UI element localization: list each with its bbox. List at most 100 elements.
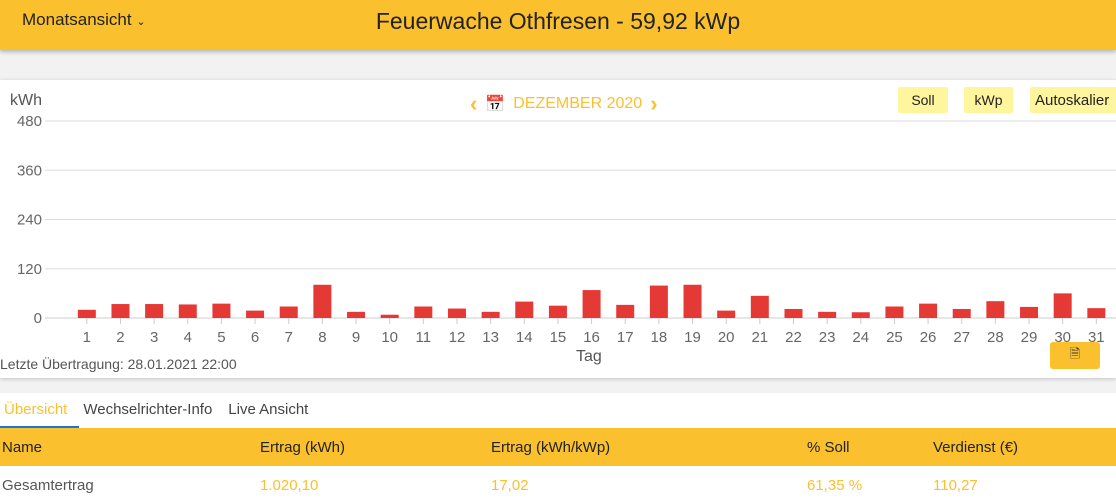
bar-day-15 (548, 305, 567, 318)
bar-day-17 (616, 304, 635, 318)
x-tick-label: 2 (116, 329, 124, 346)
chart-card: kWh ‹ 📅 DEZEMBER 2020 › Soll kWp Autoska… (0, 80, 1116, 378)
app-header: Monatsansicht ⌄ Feuerwache Othfresen - 5… (0, 0, 1116, 50)
period-label: DEZEMBER 2020 (513, 95, 643, 112)
x-tick-label: 1 (83, 329, 91, 346)
cell-ertrag: 1.020,10 (260, 477, 319, 494)
col-ertrag-kwp: Ertrag (kWh/kWp) (491, 439, 611, 456)
x-tick-label: 16 (583, 329, 600, 346)
x-tick-label: 17 (617, 329, 634, 346)
x-tick-label: 15 (550, 329, 567, 346)
y-axis-label: kWh (10, 92, 42, 109)
bar-day-30 (1053, 293, 1072, 318)
next-month-button[interactable]: › (650, 91, 658, 116)
col-verdienst: Verdienst (€) (933, 439, 1019, 456)
bar-day-20 (717, 310, 736, 318)
col-name: Name (2, 439, 43, 456)
bar-day-19 (683, 284, 702, 318)
x-tick-label: 21 (751, 329, 768, 346)
x-tick-label: 27 (953, 329, 970, 346)
bar-day-31 (1087, 308, 1106, 318)
period-nav: ‹ 📅 DEZEMBER 2020 › (470, 91, 658, 116)
page-title: Feuerwache Othfresen - 59,92 kWp (375, 8, 741, 34)
bar-day-2 (111, 304, 130, 318)
tab-bar: Übersicht Wechselrichter-Info Live Ansic… (0, 393, 1116, 428)
bar-day-9 (347, 311, 366, 318)
cell-verdienst: 110,27 (933, 477, 978, 494)
bar-day-24 (851, 312, 870, 318)
x-tick-label: 20 (718, 329, 735, 346)
bar-day-4 (178, 304, 197, 318)
x-tick-label: 4 (184, 329, 192, 346)
y-tick-label: 120 (17, 261, 42, 278)
bar-day-29 (1020, 306, 1039, 318)
pdf-file-icon: 🗎 (1069, 345, 1081, 361)
bar-day-11 (414, 306, 433, 318)
bar-day-13 (481, 311, 500, 318)
x-tick-label: 24 (852, 329, 869, 346)
y-tick-label: 240 (17, 212, 42, 229)
x-tick-label: 8 (318, 329, 326, 346)
autoscale-button[interactable]: Autoskalier (1030, 87, 1116, 113)
y-tick-label: 480 (17, 113, 42, 130)
bar-day-14 (515, 301, 534, 318)
bar-day-5 (212, 303, 231, 318)
x-tick-label: 9 (352, 329, 360, 346)
x-tick-label: 19 (684, 329, 701, 346)
x-tick-label: 28 (987, 329, 1004, 346)
x-tick-label: 29 (1021, 329, 1038, 346)
cell-soll: 61,35 % (807, 477, 863, 494)
tab-wechselrichter-info[interactable]: Wechselrichter-Info (83, 401, 213, 418)
x-tick-label: 30 (1054, 329, 1071, 346)
x-tick-label: 7 (285, 329, 293, 346)
x-tick-label: 14 (516, 329, 533, 346)
bar-day-12 (447, 308, 466, 318)
bar-day-18 (649, 285, 668, 318)
x-tick-label: 22 (785, 329, 802, 346)
col-ertrag: Ertrag (kWh) (260, 439, 346, 456)
soll-button[interactable]: Soll (898, 87, 948, 113)
bar-day-25 (885, 306, 904, 318)
bar-day-22 (784, 308, 803, 318)
bar-day-23 (818, 311, 837, 318)
prev-month-button[interactable]: ‹ (470, 91, 478, 116)
last-transfer: Letzte Übertragung: 28.01.2021 22:00 (0, 356, 237, 372)
x-tick-label: 26 (920, 329, 937, 346)
x-tick-label: 5 (217, 329, 225, 346)
x-tick-label: 31 (1088, 329, 1105, 346)
x-tick-label: 6 (251, 329, 259, 346)
bar-day-26 (919, 303, 938, 318)
bar-day-3 (145, 304, 164, 318)
bar-day-8 (313, 284, 332, 318)
view-select[interactable]: Monatsansicht ⌄ (22, 10, 146, 30)
bar-day-28 (986, 301, 1005, 318)
x-axis-label: Tag (576, 348, 602, 365)
x-tick-label: 18 (651, 329, 668, 346)
y-tick-label: 360 (17, 162, 42, 179)
x-tick-label: 3 (150, 329, 158, 346)
tab-uebersicht[interactable]: Übersicht (0, 393, 80, 428)
cell-name: Gesamtertrag (2, 477, 94, 494)
bar-day-10 (380, 314, 399, 318)
x-tick-label: 10 (381, 329, 398, 346)
x-tick-label: 23 (819, 329, 836, 346)
x-tick-label: 12 (449, 329, 466, 346)
view-select-label: Monatsansicht (22, 10, 132, 29)
x-tick-label: 25 (886, 329, 903, 346)
y-tick-label: 0 (34, 310, 42, 327)
table-row: Gesamtertrag 1.020,10 17,02 61,35 % 110,… (0, 466, 1116, 502)
calendar-icon: 📅 (485, 96, 506, 113)
cell-ertrag-kwp: 17,02 (491, 477, 529, 494)
x-tick-label: 11 (416, 329, 432, 346)
bar-day-16 (582, 290, 601, 318)
kwp-button[interactable]: kWp (964, 87, 1013, 113)
bar-day-27 (952, 308, 971, 318)
pdf-export-button[interactable]: 🗎 (1050, 342, 1100, 369)
bar-day-7 (279, 306, 298, 318)
col-soll: % Soll (807, 439, 850, 456)
tab-live-ansicht[interactable]: Live Ansicht (228, 401, 309, 418)
bar-day-1 (77, 309, 96, 318)
chevron-down-icon: ⌄ (136, 16, 146, 28)
table-header: Name Ertrag (kWh) Ertrag (kWh/kWp) % Sol… (0, 428, 1116, 466)
bar-day-21 (750, 295, 769, 318)
